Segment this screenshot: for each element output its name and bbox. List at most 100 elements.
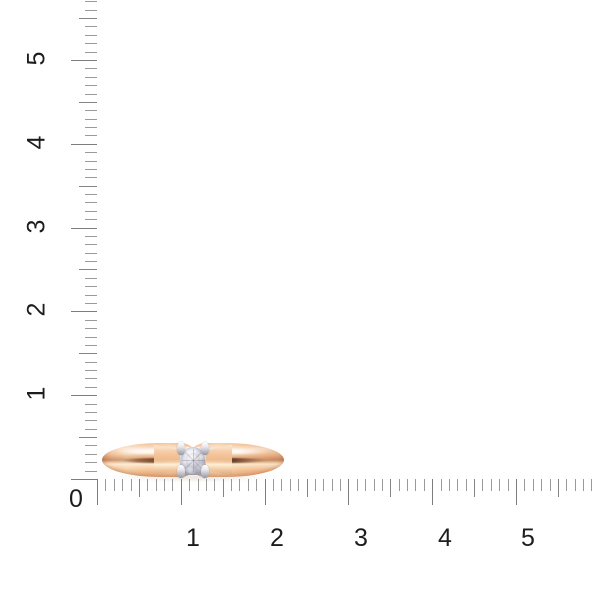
vertical-tick-minor [85,43,97,44]
horizontal-tick-half [474,479,475,497]
horizontal-tick-minor [172,479,173,491]
horizontal-axis-label-4: 4 [438,524,452,552]
horizontal-tick-half [390,479,391,497]
vertical-tick-minor [85,219,97,220]
horizontal-tick-major [265,479,266,505]
horizontal-tick-minor [407,479,408,491]
ring-drop-shadow [112,474,272,481]
prong-top-right [201,442,209,455]
horizontal-tick-major [348,479,349,505]
vertical-tick-half [79,18,97,19]
vertical-tick-minor [85,362,97,363]
horizontal-tick-minor [298,479,299,491]
vertical-tick-minor [85,52,97,53]
vertical-tick-minor [85,328,97,329]
diamond-facet-0 [193,449,194,472]
vertical-tick-minor [85,94,97,95]
vertical-tick-minor [85,387,97,388]
horizontal-tick-half [558,479,559,497]
vertical-tick-minor [85,236,97,237]
vertical-tick-half [79,102,97,103]
vertical-tick-minor [85,462,97,463]
vertical-tick-minor [85,378,97,379]
horizontal-tick-minor [198,479,199,491]
vertical-tick-minor [85,211,97,212]
horizontal-axis-label-2: 2 [270,524,284,552]
vertical-tick-minor [85,127,97,128]
vertical-tick-major [71,311,97,312]
horizontal-tick-minor [231,479,232,491]
horizontal-tick-minor [415,479,416,491]
vertical-tick-minor [85,10,97,11]
ring-highlight-right [196,449,274,454]
vertical-tick-minor [85,404,97,405]
horizontal-tick-minor [583,479,584,491]
vertical-tick-minor [85,471,97,472]
vertical-tick-half [79,186,97,187]
vertical-tick-minor [85,420,97,421]
vertical-tick-minor [85,261,97,262]
horizontal-tick-minor [340,479,341,491]
horizontal-tick-minor [189,479,190,491]
ring-highlight-left [114,449,188,454]
vertical-tick-minor [85,286,97,287]
horizontal-tick-minor [482,479,483,491]
vertical-tick-minor [85,429,97,430]
horizontal-tick-minor [466,479,467,491]
horizontal-tick-minor [524,479,525,491]
vertical-tick-major [71,228,97,229]
vertical-tick-major [71,144,97,145]
vertical-tick-minor [85,253,97,254]
vertical-tick-minor [85,68,97,69]
horizontal-tick-minor [550,479,551,491]
horizontal-tick-minor [533,479,534,491]
vertical-tick-minor [85,177,97,178]
horizontal-tick-minor [105,479,106,491]
horizontal-tick-half [223,479,224,497]
horizontal-tick-minor [239,479,240,491]
vertical-tick-minor [85,412,97,413]
vertical-tick-minor [85,454,97,455]
prong-bottom-right [201,465,209,478]
vertical-tick-minor [85,26,97,27]
horizontal-tick-minor [382,479,383,491]
horizontal-tick-minor [424,479,425,491]
vertical-tick-minor [85,119,97,120]
vertical-tick-minor [85,135,97,136]
vertical-axis-label-3: 3 [22,219,51,234]
horizontal-tick-minor [399,479,400,491]
horizontal-tick-minor [206,479,207,491]
vertical-tick-minor [85,320,97,321]
diamond-setting-head [176,438,210,482]
horizontal-tick-half [307,479,308,497]
horizontal-tick-minor [365,479,366,491]
horizontal-tick-major [516,479,517,505]
vertical-tick-minor [85,345,97,346]
horizontal-tick-minor [281,479,282,491]
vertical-tick-minor [85,337,97,338]
horizontal-tick-minor [332,479,333,491]
vertical-tick-major [71,395,97,396]
horizontal-tick-minor [457,479,458,491]
vertical-tick-minor [85,85,97,86]
horizontal-tick-minor [164,479,165,491]
vertical-tick-minor [85,295,97,296]
vertical-tick-minor [85,110,97,111]
vertical-tick-minor [85,370,97,371]
horizontal-tick-minor [214,479,215,491]
prong-bottom-left [177,465,185,478]
vertical-tick-minor [85,35,97,36]
horizontal-tick-minor [256,479,257,491]
horizontal-axis-label-1: 1 [186,524,200,552]
horizontal-axis-label-3: 3 [354,524,368,552]
vertical-axis-label-1: 1 [22,386,51,401]
horizontal-tick-major [432,479,433,505]
horizontal-tick-minor [449,479,450,491]
horizontal-tick-minor [441,479,442,491]
vertical-axis-label-2: 2 [22,302,51,317]
prong-top-left [177,442,185,455]
horizontal-tick-minor [315,479,316,491]
horizontal-tick-minor [273,479,274,491]
horizontal-tick-minor [357,479,358,491]
